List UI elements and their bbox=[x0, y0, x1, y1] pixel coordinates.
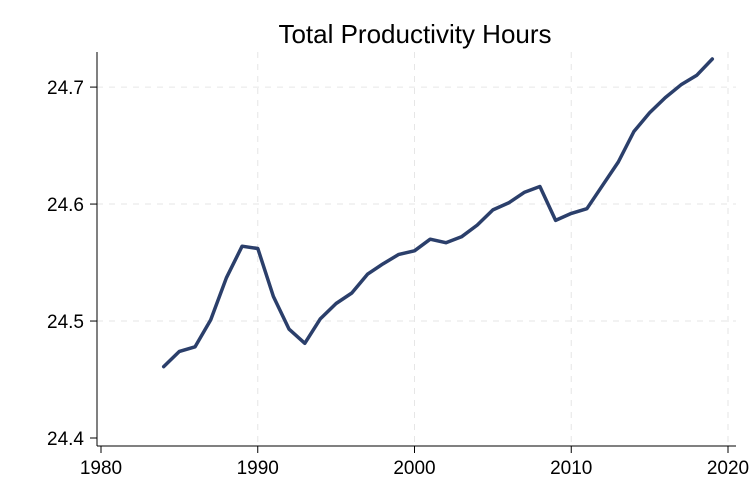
x-tick-label: 2020 bbox=[707, 458, 749, 479]
x-tick-label: 2000 bbox=[393, 458, 435, 479]
chart-title: Total Productivity Hours bbox=[278, 19, 551, 49]
y-tick-label: 24.4 bbox=[47, 429, 84, 450]
x-axis-ticks: 1980 1990 2000 2010 2020 bbox=[80, 446, 749, 479]
y-tick-label: 24.6 bbox=[47, 195, 84, 216]
x-tick-label: 2010 bbox=[550, 458, 592, 479]
series-line bbox=[161, 57, 715, 369]
y-axis-ticks: 24.4 24.5 24.6 24.7 bbox=[47, 78, 97, 450]
x-tick-label: 1990 bbox=[237, 458, 279, 479]
axes bbox=[96, 52, 736, 447]
grid bbox=[97, 52, 736, 446]
y-tick-label: 24.5 bbox=[47, 312, 84, 333]
y-tick-label: 24.7 bbox=[47, 78, 84, 99]
x-tick-label: 1980 bbox=[80, 458, 122, 479]
